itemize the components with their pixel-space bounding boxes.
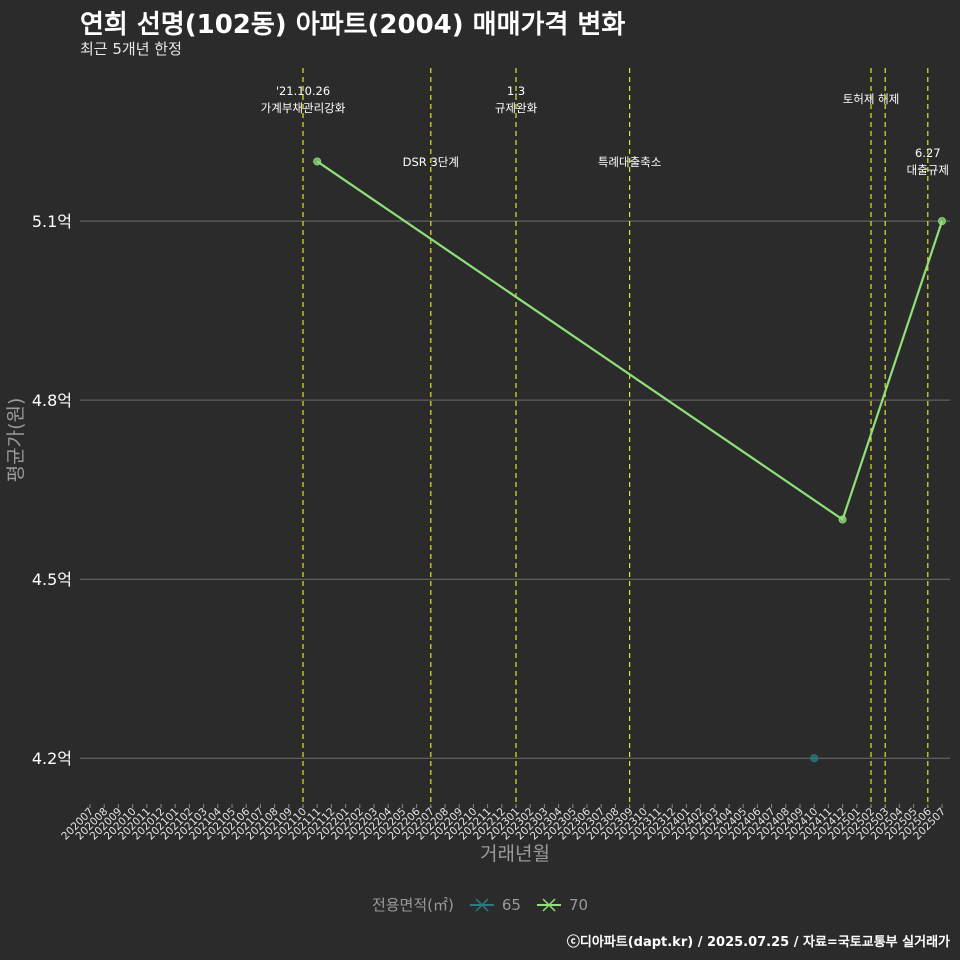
event-label: '21.10.26	[276, 84, 330, 98]
event-label: 6.27	[915, 146, 941, 160]
legend-label-65: 65	[501, 895, 521, 914]
grid-lines	[80, 220, 950, 759]
chart-subtitle: 최근 5개년 한정	[80, 40, 182, 58]
legend-key-70-icon	[536, 897, 561, 912]
y-tick-label: 4.8억	[32, 391, 72, 410]
legend-label-70: 70	[568, 895, 589, 914]
legend-item-65: 65	[468, 896, 521, 914]
x-axis: 2020072020082020092020102020112020122021…	[59, 804, 948, 842]
event-label: 대출규제	[907, 163, 949, 177]
y-tick-label: 4.2억	[32, 749, 72, 768]
event-label: 규제완화	[495, 101, 538, 115]
legend: 전용면적(㎡) 65 70	[0, 894, 960, 915]
event-label: DSR 3단계	[403, 155, 459, 169]
event-label: 1.3	[507, 84, 525, 98]
source-caption: ⓒ디아파트(dapt.kr) / 2025.07.25 / 자료=국토교통부 실…	[566, 935, 950, 950]
series-points	[313, 157, 947, 763]
data-point-70-202412	[838, 515, 847, 524]
event-label: 가계부채관리강화	[261, 101, 346, 115]
data-point-70-202111	[313, 157, 322, 166]
event-label: 특례대출축소	[598, 155, 661, 169]
data-point-70-202507	[938, 217, 947, 226]
legend-title: 전용면적(㎡)	[371, 896, 454, 914]
data-point-65-202410	[810, 754, 819, 763]
chart-title: 연희 선명(102동) 아파트(2004) 매매가격 변화	[80, 10, 626, 40]
legend-item-70: 70	[535, 896, 588, 914]
x-axis-label: 거래년월	[480, 843, 550, 865]
legend-key-65-icon	[469, 897, 494, 912]
y-axis-label: 평균가(원)	[5, 398, 27, 483]
y-tick-label: 5.1억	[32, 212, 72, 231]
event-label: 토허제 해제	[843, 92, 900, 106]
y-axis: 4.2억 4.5억 4.8억 5.1억	[32, 212, 72, 768]
y-tick-label: 4.5억	[32, 570, 72, 589]
